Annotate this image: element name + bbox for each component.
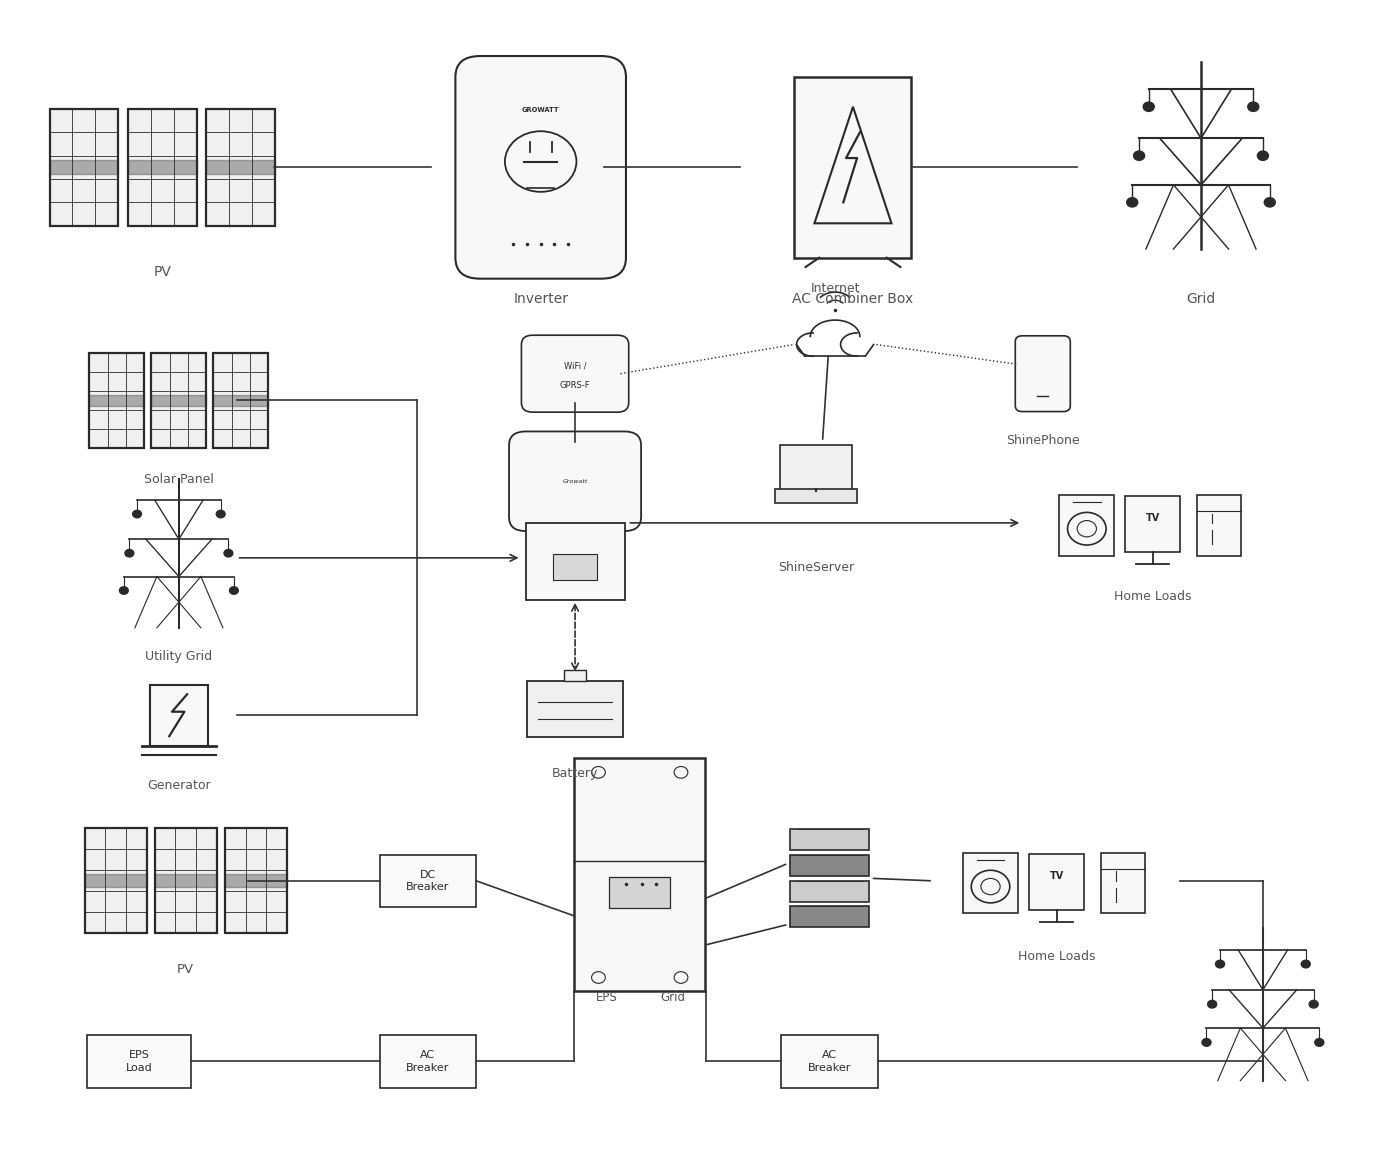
FancyBboxPatch shape <box>790 830 869 850</box>
FancyBboxPatch shape <box>226 829 286 933</box>
FancyBboxPatch shape <box>455 56 626 278</box>
FancyBboxPatch shape <box>84 829 147 933</box>
Text: Internet: Internet <box>810 282 859 295</box>
Text: Home Loads: Home Loads <box>1017 950 1095 963</box>
Text: AC Combiner Box: AC Combiner Box <box>792 292 913 306</box>
Text: Growatt: Growatt <box>562 479 588 484</box>
FancyBboxPatch shape <box>149 684 208 745</box>
Text: ShineServer: ShineServer <box>778 561 854 574</box>
Text: TV: TV <box>1146 513 1160 524</box>
Text: Generator: Generator <box>147 778 210 791</box>
Circle shape <box>1208 1000 1217 1008</box>
Text: Solar Panel: Solar Panel <box>144 473 213 486</box>
FancyBboxPatch shape <box>527 681 623 737</box>
FancyBboxPatch shape <box>794 77 912 258</box>
Circle shape <box>125 549 134 556</box>
FancyBboxPatch shape <box>963 852 1019 913</box>
Text: PV: PV <box>154 265 172 279</box>
Text: Home Loads: Home Loads <box>1114 589 1192 602</box>
Text: Utility Grid: Utility Grid <box>145 650 212 663</box>
Circle shape <box>1309 1000 1318 1008</box>
Text: EPS: EPS <box>597 991 617 1004</box>
Text: PV: PV <box>177 963 194 976</box>
FancyBboxPatch shape <box>50 109 119 225</box>
Circle shape <box>1264 197 1275 207</box>
FancyBboxPatch shape <box>526 522 624 600</box>
FancyBboxPatch shape <box>213 352 268 448</box>
FancyBboxPatch shape <box>206 109 275 225</box>
FancyBboxPatch shape <box>790 906 869 927</box>
Text: ShinePhone: ShinePhone <box>1006 433 1080 446</box>
Circle shape <box>1315 1039 1324 1046</box>
Text: GROWATT: GROWATT <box>522 107 559 113</box>
Text: Grid: Grid <box>660 991 685 1004</box>
Circle shape <box>216 511 226 518</box>
FancyBboxPatch shape <box>379 1035 476 1087</box>
FancyBboxPatch shape <box>1059 495 1114 555</box>
Circle shape <box>1133 151 1145 161</box>
FancyBboxPatch shape <box>781 445 851 492</box>
FancyBboxPatch shape <box>155 829 217 933</box>
Text: EPS
Load: EPS Load <box>126 1051 152 1073</box>
Circle shape <box>224 549 233 556</box>
FancyBboxPatch shape <box>127 109 197 225</box>
FancyBboxPatch shape <box>609 877 670 908</box>
Circle shape <box>1201 1039 1211 1046</box>
Text: GPRS-F: GPRS-F <box>559 380 591 390</box>
FancyBboxPatch shape <box>522 336 628 412</box>
FancyBboxPatch shape <box>574 758 704 992</box>
Text: TV: TV <box>1049 871 1064 880</box>
FancyBboxPatch shape <box>1100 852 1145 913</box>
FancyBboxPatch shape <box>790 880 869 902</box>
FancyBboxPatch shape <box>90 352 144 448</box>
Text: DC
Breaker: DC Breaker <box>406 870 450 892</box>
FancyBboxPatch shape <box>565 669 585 681</box>
FancyBboxPatch shape <box>1197 495 1241 555</box>
FancyBboxPatch shape <box>151 352 206 448</box>
FancyBboxPatch shape <box>87 1035 191 1087</box>
FancyBboxPatch shape <box>790 855 869 876</box>
Text: Battery: Battery <box>552 767 598 780</box>
FancyBboxPatch shape <box>509 432 641 531</box>
FancyBboxPatch shape <box>782 1035 877 1087</box>
Circle shape <box>1301 960 1311 967</box>
Text: AC
Breaker: AC Breaker <box>406 1051 450 1073</box>
Circle shape <box>230 587 238 594</box>
Circle shape <box>133 511 141 518</box>
Circle shape <box>1143 102 1154 112</box>
Text: WiFi /: WiFi / <box>563 362 587 370</box>
Text: Grid: Grid <box>1186 292 1215 306</box>
FancyBboxPatch shape <box>379 855 476 908</box>
Circle shape <box>1248 102 1259 112</box>
Circle shape <box>1127 197 1138 207</box>
FancyBboxPatch shape <box>1125 497 1181 552</box>
Text: AC
Breaker: AC Breaker <box>808 1051 851 1073</box>
Circle shape <box>1215 960 1225 967</box>
FancyBboxPatch shape <box>1016 336 1070 412</box>
Circle shape <box>119 587 129 594</box>
FancyBboxPatch shape <box>554 554 597 580</box>
Circle shape <box>1258 151 1268 161</box>
FancyBboxPatch shape <box>1030 853 1084 910</box>
FancyBboxPatch shape <box>775 490 857 504</box>
Text: Inverter: Inverter <box>513 292 569 306</box>
